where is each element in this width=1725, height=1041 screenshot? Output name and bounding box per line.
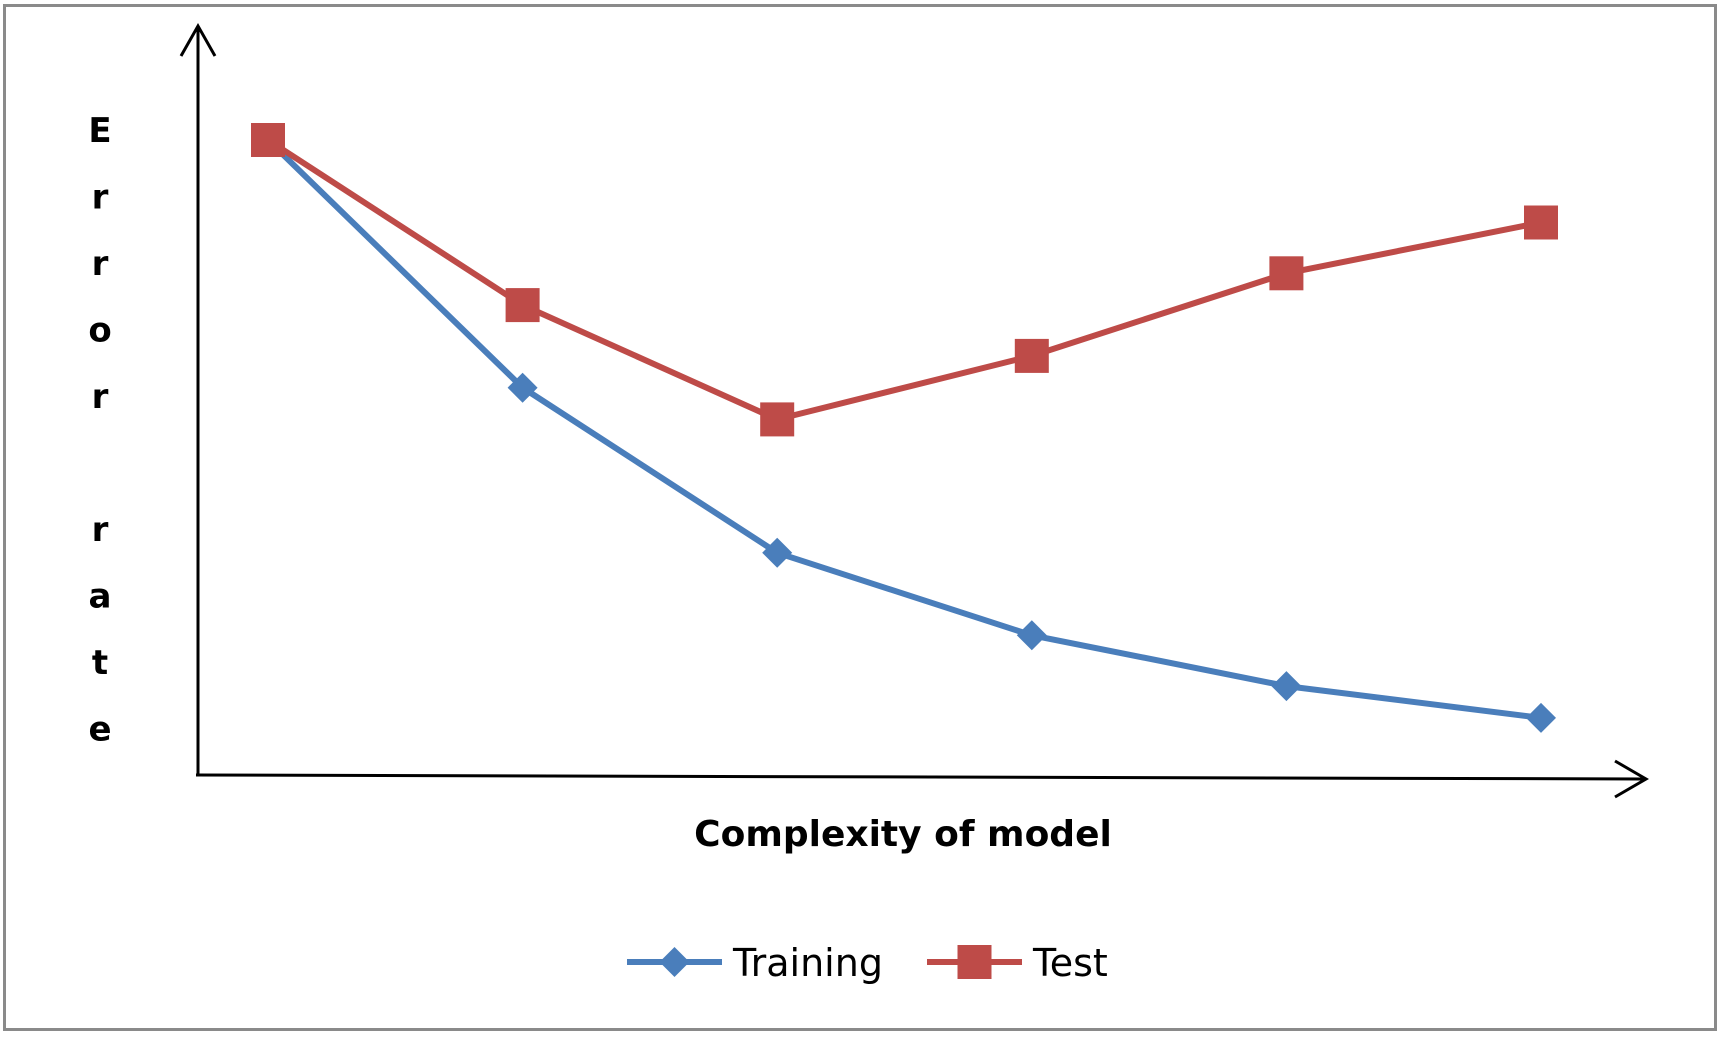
y-axis-label-letter: o [88,311,111,351]
x-axis-arrowhead [1614,759,1649,799]
x-axis-label: Complexity of model [694,814,1112,855]
y-axis-label-letter: E [88,111,111,151]
data-point-test [1524,205,1558,240]
data-point-training [1016,620,1047,651]
data-point-test [1269,256,1304,291]
data-point-training [762,537,793,568]
data-point-training [1271,671,1302,702]
y-axis-label-letter: r [92,510,109,550]
data-point-training [507,372,538,403]
data-point-test [505,288,540,323]
data-point-test [251,123,285,157]
y-axis-label-letter: r [92,377,109,417]
series-line-training [265,137,1542,721]
x-axis-line [195,773,1645,781]
series-test [251,123,1558,437]
legend-label: Test [1032,941,1108,985]
legend-label: Training [732,941,883,985]
legend: Training Test [627,941,1108,985]
legend-item-training: Training [627,941,883,985]
axes [179,22,1649,799]
series-group [251,123,1558,733]
y-axis-label-letter: a [89,577,112,617]
series-line-test [266,137,1542,423]
y-axis-label-letter: r [92,178,109,218]
legend-swatch-marker [659,947,690,977]
y-axis-arrowhead [179,22,217,57]
chart-frame [3,4,1717,1031]
series-training [253,125,1556,733]
legend-swatch-marker [957,945,992,979]
data-point-test [760,402,795,437]
legend-item-test: Test [927,941,1108,985]
data-point-training [1526,702,1556,733]
y-axis-label-letter: e [88,710,111,750]
y-axis-label-letter: r [92,244,109,284]
y-axis-label-letter: t [92,643,108,683]
data-point-test [1014,338,1049,373]
